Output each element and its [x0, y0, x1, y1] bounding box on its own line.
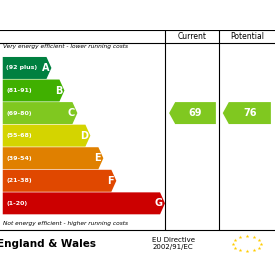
- Polygon shape: [223, 102, 271, 124]
- Text: C: C: [68, 108, 75, 118]
- Text: Very energy efficient - lower running costs: Very energy efficient - lower running co…: [3, 44, 128, 49]
- Text: Energy Efficiency Rating: Energy Efficiency Rating: [56, 8, 219, 21]
- Text: F: F: [108, 176, 114, 186]
- Text: Potential: Potential: [230, 32, 264, 41]
- Text: 76: 76: [243, 108, 257, 118]
- Polygon shape: [3, 102, 77, 124]
- Polygon shape: [3, 192, 165, 214]
- Text: D: D: [80, 131, 88, 141]
- Polygon shape: [3, 125, 90, 147]
- Text: (81-91): (81-91): [6, 88, 32, 93]
- Text: (21-38): (21-38): [6, 178, 32, 183]
- Text: Current: Current: [177, 32, 206, 41]
- Text: (69-80): (69-80): [6, 111, 32, 116]
- Text: G: G: [155, 198, 163, 208]
- Text: (39-54): (39-54): [6, 156, 32, 161]
- Polygon shape: [3, 170, 116, 192]
- Polygon shape: [169, 102, 216, 124]
- Text: (92 plus): (92 plus): [6, 66, 37, 70]
- Text: (55-68): (55-68): [6, 133, 32, 138]
- Polygon shape: [3, 79, 64, 101]
- Text: A: A: [42, 63, 49, 73]
- Text: B: B: [55, 85, 62, 95]
- Text: Not energy efficient - higher running costs: Not energy efficient - higher running co…: [3, 221, 128, 226]
- Polygon shape: [3, 147, 103, 169]
- Text: England & Wales: England & Wales: [0, 239, 96, 249]
- Polygon shape: [3, 57, 51, 79]
- Text: (1-20): (1-20): [6, 201, 27, 206]
- Text: 69: 69: [189, 108, 202, 118]
- Text: EU Directive
2002/91/EC: EU Directive 2002/91/EC: [152, 237, 195, 250]
- Text: E: E: [95, 153, 101, 163]
